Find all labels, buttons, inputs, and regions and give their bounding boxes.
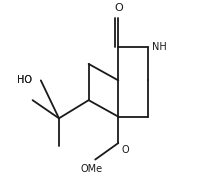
Text: HO: HO bbox=[17, 75, 32, 85]
Text: HO: HO bbox=[17, 75, 32, 85]
Text: O: O bbox=[121, 145, 129, 155]
Text: O: O bbox=[114, 3, 123, 13]
Text: OMe: OMe bbox=[80, 164, 102, 174]
Text: NH: NH bbox=[152, 42, 167, 52]
